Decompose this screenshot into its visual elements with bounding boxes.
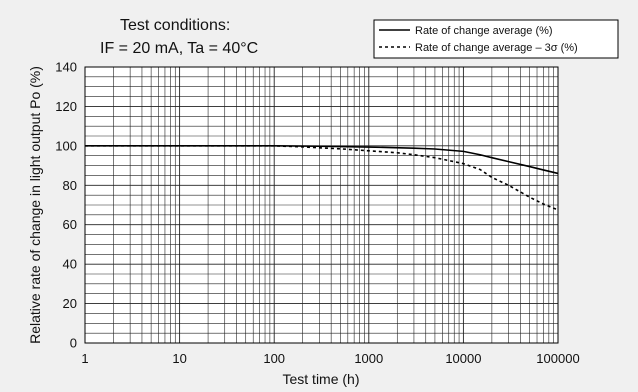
y-tick-label: 80	[63, 178, 77, 193]
x-tick-label: 1000	[354, 351, 383, 366]
series-layer	[85, 145, 559, 211]
y-tick-label: 140	[55, 60, 77, 75]
test-conditions-values: IF = 20 mA, Ta = 40°C	[100, 40, 258, 57]
y-tick-label: 120	[55, 99, 77, 114]
legend-box	[373, 19, 619, 59]
y-tick-label: 20	[63, 296, 77, 311]
x-tick-label: 1	[81, 351, 88, 366]
y-tick-labels: 0 20 40 60 80 100 120 140	[55, 60, 77, 351]
x-tick-label: 10000	[445, 351, 481, 366]
x-tick-label: 100000	[536, 351, 579, 366]
x-tick-label: 100	[263, 351, 285, 366]
y-tick-label: 40	[63, 257, 77, 272]
y-tick-label: 60	[63, 217, 77, 232]
x-tick-labels: 1 10 100 1000 10000 100000	[81, 351, 579, 366]
series-line-average	[85, 145, 559, 175]
legend-label-average: Rate of change average (%)	[415, 25, 553, 37]
x-axis-title: Test time (h)	[282, 371, 359, 387]
legend: Rate of change average (%) Rate of chang…	[373, 19, 619, 59]
x-tick-label: 10	[172, 351, 186, 366]
test-conditions-label: Test conditions:	[120, 17, 230, 34]
y-tick-label: 100	[55, 138, 77, 153]
y-axis-title: Relative rate of change in light output …	[27, 66, 43, 344]
plot-frame	[84, 66, 559, 344]
y-tick-label: 0	[70, 336, 77, 351]
legend-label-minus-3sigma: Rate of change average – 3σ (%)	[415, 42, 578, 54]
horizontal-gridlines	[85, 76, 558, 334]
